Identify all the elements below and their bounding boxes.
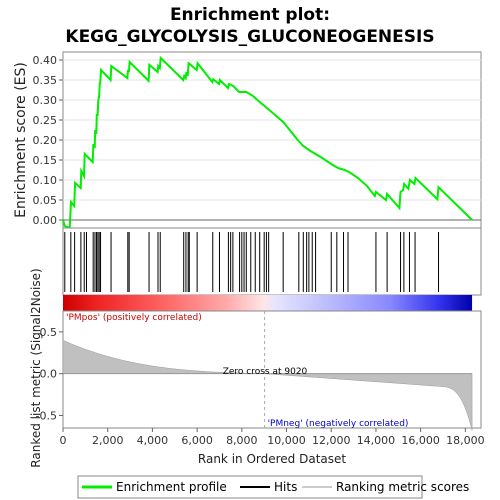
x-tick-label: 4,000 <box>137 434 169 447</box>
metric-y-label: Ranked list metric (Signal2Noise) <box>29 268 43 467</box>
x-tick-label: 6,000 <box>181 434 213 447</box>
es-panel: 0.00 0.05 0.10 0.15 0.20 0.25 0.30 0.35 0.40 <box>33 51 482 230</box>
x-tick-label: 14,000 <box>357 434 396 447</box>
es-y-tick-label: 0.00 <box>33 214 58 227</box>
legend-label-enrichment: Enrichment profile <box>116 480 227 494</box>
neg-label: 'PMneg' (negatively correlated) <box>268 419 409 429</box>
x-tick-label: 16,000 <box>401 434 440 447</box>
x-tick-label: 10,000 <box>267 434 306 447</box>
es-y-tick-label: 0.10 <box>33 174 58 187</box>
x-tick-label: 8,000 <box>226 434 258 447</box>
x-tick-label: 12,000 <box>312 434 351 447</box>
chart-title-line1: Enrichment plot: <box>170 5 330 25</box>
legend-label-ranking: Ranking metric scores <box>336 480 469 494</box>
hit-marks <box>64 232 440 292</box>
es-y-label: Enrichment score (ES) <box>13 62 29 218</box>
hits-panel <box>62 227 482 296</box>
metric-panel: 0.5 0.0 -0.5 'PMpos' (positively correlate… <box>36 310 482 431</box>
es-y-tick-label: 0.15 <box>33 154 58 167</box>
metric-y-tick-label: 0.5 <box>40 326 58 339</box>
x-tick-label: 2,000 <box>92 434 124 447</box>
metric-y-ticks: 0.5 0.0 -0.5 <box>36 326 63 422</box>
rank-colorbar <box>63 295 473 311</box>
es-y-tick-label: 0.20 <box>33 134 58 147</box>
es-y-tick-label: 0.30 <box>33 94 58 107</box>
es-y-tick-label: 0.40 <box>33 54 58 67</box>
es-y-tick-label: 0.35 <box>33 74 58 87</box>
x-tick-label: 0 <box>60 434 67 447</box>
es-y-tick-label: 0.05 <box>33 194 58 207</box>
chart-title-line2: KEGG_GLYCOLYSIS_GLUCONEOGENESIS <box>65 27 434 47</box>
metric-y-tick-label: -0.5 <box>36 409 57 422</box>
x-axis-label: Rank in Ordered Dataset <box>198 452 346 466</box>
x-tick-label: 18,000 <box>446 434 485 447</box>
legend-label-hits: Hits <box>274 480 297 494</box>
metric-y-tick-label: 0.0 <box>40 368 58 381</box>
rank-colorbar-fill <box>63 295 473 311</box>
hits-panel-frame <box>62 227 482 296</box>
x-axis-ticks: 0 2,000 4,000 6,000 8,000 10,000 12,000 14,000 1… <box>60 428 485 447</box>
es-y-tick-label: 0.25 <box>33 114 58 127</box>
es-y-ticks: 0.00 0.05 0.10 0.15 0.20 0.25 0.30 0.35 0.40 <box>33 54 63 227</box>
pos-label: 'PMpos' (positively correlated) <box>66 313 202 323</box>
es-curve <box>62 55 473 230</box>
zero-cross-label: Zero cross at 9020 <box>223 367 308 377</box>
legend: Enrichment profile Hits Ranking metric s… <box>77 475 469 499</box>
